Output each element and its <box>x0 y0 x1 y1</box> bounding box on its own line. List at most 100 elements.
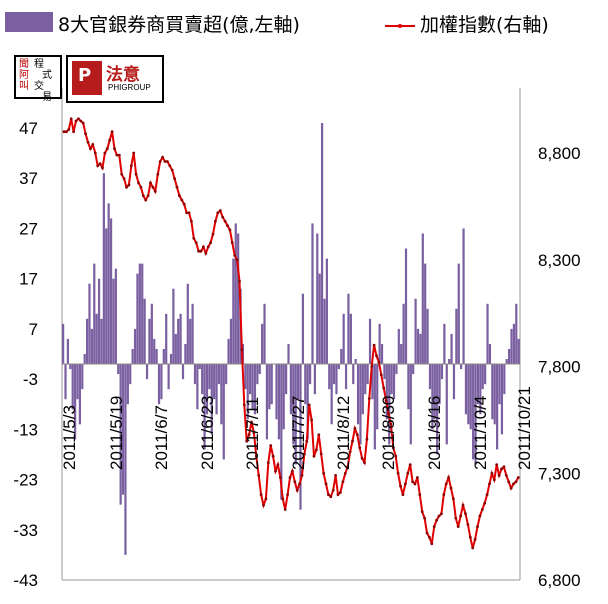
line-point <box>86 140 90 144</box>
bar <box>308 364 312 385</box>
bar <box>306 364 309 440</box>
bar <box>395 364 398 375</box>
bar <box>93 263 96 365</box>
bar <box>354 359 357 365</box>
line-point <box>108 138 112 142</box>
bar <box>296 364 300 400</box>
line-point <box>192 237 196 240</box>
line-point <box>79 119 83 123</box>
bar <box>337 364 340 370</box>
line-point <box>163 160 167 163</box>
line-point <box>67 128 71 131</box>
line-point <box>182 202 186 206</box>
bar <box>174 333 177 365</box>
bar <box>397 328 400 365</box>
bar <box>83 354 86 365</box>
line-point <box>399 484 402 488</box>
line-point <box>514 480 518 484</box>
bar <box>376 364 379 430</box>
line-point <box>81 121 85 125</box>
bar <box>268 364 271 410</box>
bar <box>109 218 113 365</box>
bar <box>215 364 218 415</box>
line-point <box>488 482 491 486</box>
bar <box>493 364 496 425</box>
line-point <box>341 480 345 484</box>
bar <box>253 364 257 415</box>
line-point <box>432 525 436 528</box>
bar <box>138 263 141 365</box>
logo-small: 聞 阿 叫 程 式 交 易 <box>14 55 62 103</box>
bar <box>462 228 465 365</box>
bar <box>177 318 180 365</box>
bar <box>488 343 492 365</box>
x-tick-label: 2011/10/21 <box>515 386 534 470</box>
line-point <box>387 412 390 415</box>
line-point <box>406 471 410 475</box>
left-axis-ticks: 47 37 27 17 7 -3 -13 -23 -33 -43 <box>13 119 38 590</box>
line-point <box>74 119 78 123</box>
bar <box>419 333 422 365</box>
left-tick-label: -3 <box>23 370 38 389</box>
bar <box>227 338 230 365</box>
line-point <box>264 497 268 501</box>
bar <box>213 364 216 400</box>
line-point <box>122 177 126 181</box>
line-point <box>187 211 191 215</box>
line-point <box>233 254 237 257</box>
bar <box>450 333 453 365</box>
bar <box>335 364 338 395</box>
bar <box>107 203 110 365</box>
bar <box>265 364 269 440</box>
line-point <box>379 373 383 377</box>
bar <box>323 298 326 365</box>
line-point <box>115 153 119 157</box>
line-point <box>240 348 244 351</box>
line-point <box>223 219 227 223</box>
bar <box>141 263 144 365</box>
line-point <box>497 474 501 477</box>
right-tick-label: 8,800 <box>538 144 581 163</box>
bar <box>76 364 79 400</box>
line-point <box>276 463 280 467</box>
bar <box>126 364 129 405</box>
bar <box>383 364 386 380</box>
bar <box>436 364 439 455</box>
line-point <box>257 474 261 477</box>
right-tick-label: 8,300 <box>538 251 581 270</box>
bar <box>392 364 396 400</box>
line-point <box>483 501 487 505</box>
line-point <box>396 471 400 475</box>
line-point <box>372 343 376 347</box>
line-point <box>307 403 311 407</box>
bar <box>455 308 458 365</box>
bar <box>467 364 470 425</box>
bar <box>407 364 410 410</box>
bar <box>203 364 206 450</box>
bar <box>251 364 254 410</box>
x-tick-label: 2011/9/16 <box>425 396 444 470</box>
bar <box>457 263 460 365</box>
line-point <box>471 546 475 550</box>
line-point <box>291 469 294 473</box>
line-point <box>103 151 107 155</box>
line-point <box>425 531 429 535</box>
bar <box>445 364 448 445</box>
bar <box>97 278 101 365</box>
line-point <box>384 399 388 403</box>
line-point <box>295 488 299 492</box>
line-point <box>391 446 395 449</box>
bar <box>282 364 285 430</box>
bar <box>256 364 259 385</box>
bar <box>476 364 480 405</box>
line-point <box>310 418 313 422</box>
line-point <box>504 474 508 477</box>
line-point <box>72 130 75 134</box>
line-point <box>247 433 251 437</box>
x-tick-label: 2011/10/4 <box>471 396 490 470</box>
bar <box>378 323 381 365</box>
line-point <box>293 480 297 484</box>
line-point <box>334 474 337 477</box>
left-tick-label: 37 <box>19 169 38 188</box>
line-point <box>274 469 277 473</box>
